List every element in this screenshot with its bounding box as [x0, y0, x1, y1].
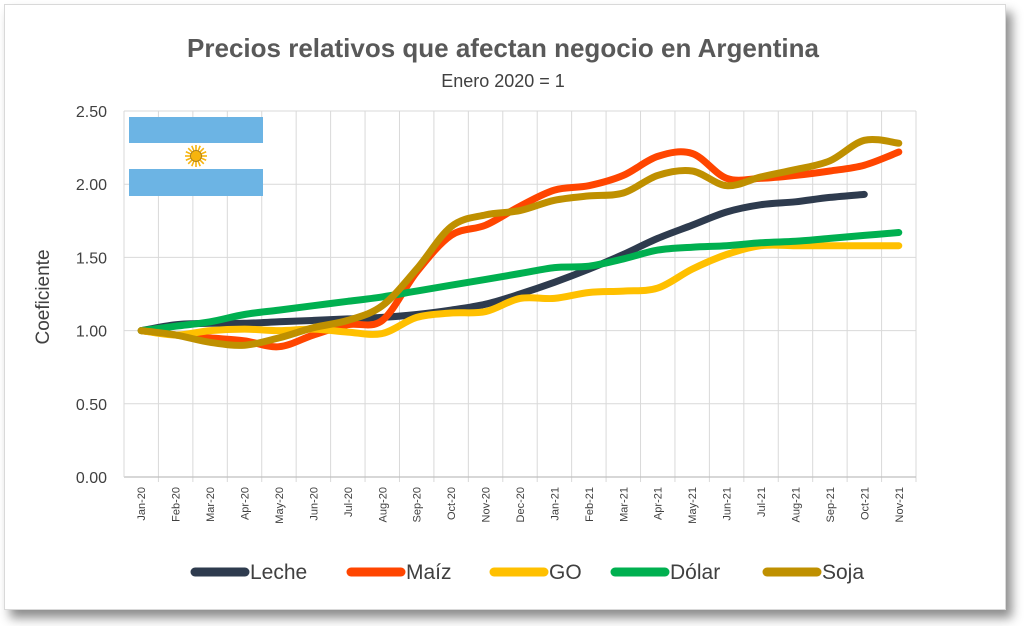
- chart-frame: Precios relativos que afectan negocio en…: [4, 4, 1006, 610]
- x-tick-label: Feb-21: [584, 487, 596, 522]
- x-tick-label: Oct-21: [859, 487, 871, 520]
- x-tick-label: Mar-21: [618, 487, 630, 522]
- x-tick-label: Sep-20: [412, 487, 424, 522]
- x-tick-label: Dec-20: [515, 487, 527, 522]
- y-tick-label: 1.50: [76, 250, 107, 267]
- x-tick-label: Apr-21: [653, 487, 665, 520]
- y-tick-label: 2.00: [76, 177, 107, 194]
- x-tick-label: Mar-20: [205, 487, 217, 522]
- x-tick-label: Aug-20: [377, 487, 389, 522]
- x-tick-label: Oct-20: [446, 487, 458, 520]
- series-line-dólar: [137, 229, 903, 335]
- x-tick-label: May-20: [274, 487, 286, 524]
- legend-label: Soja: [822, 561, 864, 584]
- chart-title: Precios relativos que afectan negocio en…: [187, 33, 819, 63]
- legend-label: Maíz: [406, 561, 452, 584]
- series-lines: [137, 135, 903, 351]
- flag-stripe-top: [129, 117, 263, 143]
- argentina-flag: [129, 117, 263, 196]
- legend-label: GO: [549, 561, 582, 584]
- x-tick-label: Jul-21: [756, 487, 768, 517]
- series-line-soja: [137, 135, 903, 349]
- chart-subtitle: Enero 2020 = 1: [441, 71, 565, 91]
- legend-label: Dólar: [670, 561, 720, 584]
- y-axis-label: Coeficiente: [33, 249, 54, 344]
- x-tick-label: Aug-21: [790, 487, 802, 522]
- sun-of-may-icon: [185, 145, 207, 167]
- x-tick-label: Jan-21: [549, 487, 561, 521]
- series-line-leche: [137, 190, 868, 335]
- x-tick-label: Jul-20: [343, 487, 355, 517]
- x-tick-label: Jan-20: [136, 487, 148, 521]
- y-tick-label: 1.00: [76, 324, 107, 341]
- x-tick-label: Apr-20: [240, 487, 252, 520]
- y-tick-label: 2.50: [76, 104, 107, 121]
- x-tick-label: May-21: [687, 487, 699, 524]
- x-tick-label: Feb-20: [171, 487, 183, 522]
- x-tick-label: Sep-21: [825, 487, 837, 522]
- axes: 0.00 0.50 1.00 1.50 2.00 2.50 Jan-20 Feb-20 Mar-…: [76, 104, 916, 524]
- x-tick-label: Jun-20: [308, 487, 320, 521]
- y-tick-label: 0.50: [76, 397, 107, 414]
- y-tick-label: 0.00: [76, 470, 107, 487]
- x-tick-label: Nov-21: [894, 487, 906, 522]
- flag-stripe-bottom: [129, 169, 263, 196]
- legend: Leche Maíz GO Dólar Soja: [190, 561, 864, 584]
- x-tick-label: Jun-21: [722, 487, 734, 521]
- x-tick-label: Nov-20: [481, 487, 493, 522]
- line-chart: Precios relativos que afectan negocio en…: [33, 33, 917, 584]
- legend-label: Leche: [250, 561, 307, 584]
